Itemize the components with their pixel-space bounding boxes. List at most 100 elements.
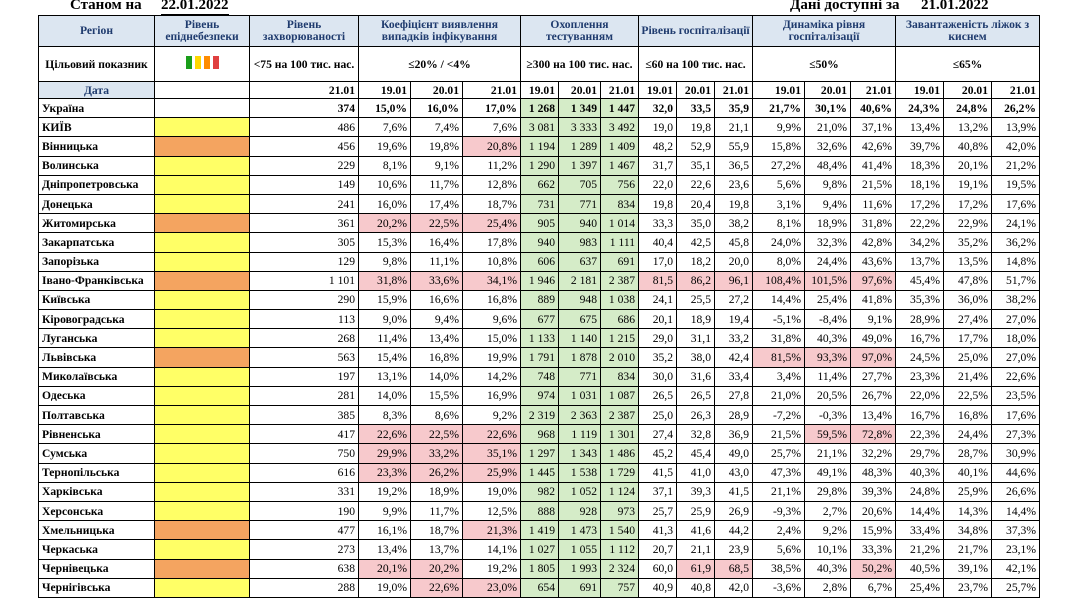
testing-value: 1 055 bbox=[558, 539, 601, 560]
testing-value: 606 bbox=[520, 251, 559, 272]
incidence-value: 288 bbox=[249, 577, 359, 598]
oxygen-beds-value: 18,1% bbox=[895, 174, 944, 195]
detection-value: 16,0% bbox=[410, 97, 463, 119]
hosp-dynamics-value: 11,6% bbox=[850, 193, 896, 215]
data-available-label: Дані доступні за bbox=[790, 0, 900, 13]
oxygen-beds-value: 36,2% bbox=[991, 232, 1040, 253]
oxygen-beds-value: 23,3% bbox=[895, 366, 944, 387]
date-dyn-3: 21.01 bbox=[850, 81, 896, 99]
header-region: Регіон bbox=[38, 15, 155, 47]
hosp-dynamics-value: 43,6% bbox=[850, 251, 896, 272]
oxygen-beds-value: 24,8% bbox=[943, 97, 992, 119]
table-row: Тернопільська 616 23,3% 26,2% 25,9% 1 445 1 53… bbox=[38, 462, 1040, 483]
region-name: Донецька bbox=[38, 193, 155, 215]
detection-value: 20,1% bbox=[358, 558, 411, 579]
hospitalization-value: 20,0 bbox=[714, 251, 753, 272]
testing-value: 771 bbox=[558, 193, 601, 215]
detection-value: 18,7% bbox=[462, 193, 521, 215]
oxygen-beds-value: 35,2% bbox=[943, 232, 992, 253]
oxygen-beds-value: 20,1% bbox=[943, 155, 992, 176]
detection-value: 35,1% bbox=[462, 443, 521, 464]
detection-value: 16,8% bbox=[410, 347, 463, 368]
hospitalization-value: 22,6 bbox=[676, 174, 715, 195]
detection-value: 15,9% bbox=[358, 289, 411, 311]
hospitalization-value: 35,0 bbox=[676, 213, 715, 234]
detection-value: 19,2% bbox=[462, 558, 521, 579]
detection-value: 19,9% bbox=[462, 347, 521, 368]
testing-value: 705 bbox=[558, 174, 601, 195]
detection-value: 25,4% bbox=[462, 213, 521, 234]
detection-value: 15,5% bbox=[410, 385, 463, 407]
incidence-value: 616 bbox=[249, 462, 359, 483]
table-row: Черкаська 273 13,4% 13,7% 14,1% 1 027 1 055 1 1… bbox=[38, 539, 1040, 560]
hosp-dynamics-value: 41,8% bbox=[850, 289, 896, 311]
danger-level-swatch bbox=[212, 56, 219, 69]
detection-value: 21,3% bbox=[462, 520, 521, 541]
region-name: Хмельницька bbox=[38, 520, 155, 541]
region-name: КИЇВ bbox=[38, 117, 155, 138]
table-row: Херсонська 190 9,9% 11,7% 12,5% 888 928 973 25,7… bbox=[38, 500, 1040, 522]
hospitalization-value: 19,8 bbox=[638, 193, 677, 215]
region-name: Україна bbox=[38, 97, 155, 119]
hospitalization-value: 41,3 bbox=[638, 520, 677, 541]
target-incidence: <75 на 100 тис. нас. bbox=[249, 46, 359, 82]
hospitalization-value: 41,5 bbox=[714, 481, 753, 502]
detection-value: 10,6% bbox=[358, 174, 411, 195]
detection-value: 14,1% bbox=[462, 539, 521, 560]
oxygen-beds-value: 23,5% bbox=[991, 385, 1040, 407]
detection-value: 16,6% bbox=[410, 289, 463, 311]
incidence-value: 273 bbox=[249, 539, 359, 560]
danger-level-cell bbox=[154, 174, 250, 195]
detection-value: 22,6% bbox=[462, 424, 521, 445]
danger-color-legend bbox=[154, 46, 250, 82]
date-hosp-1: 19.01 bbox=[638, 81, 677, 99]
hosp-dynamics-value: 50,2% bbox=[850, 558, 896, 579]
detection-value: 15,4% bbox=[358, 347, 411, 368]
oxygen-beds-value: 30,9% bbox=[991, 443, 1040, 464]
testing-value: 756 bbox=[600, 174, 639, 195]
region-name: Івано-Франківська bbox=[38, 270, 155, 291]
table-row: Сумська 750 29,9% 33,2% 35,1% 1 297 1 343 1 486… bbox=[38, 443, 1040, 464]
header-testing: Охоплення тестуванням bbox=[520, 15, 639, 47]
hosp-dynamics-value: 9,1% bbox=[850, 309, 896, 330]
oxygen-beds-value: 24,1% bbox=[991, 213, 1040, 234]
date-incidence: 21.01 bbox=[249, 81, 359, 99]
hosp-dynamics-value: 59,5% bbox=[804, 424, 851, 445]
hospitalization-value: 24,1 bbox=[638, 289, 677, 311]
oxygen-beds-value: 27,3% bbox=[991, 424, 1040, 445]
hosp-dynamics-value: 72,8% bbox=[850, 424, 896, 445]
hospitalization-value: 33,4 bbox=[714, 366, 753, 387]
danger-level-cell bbox=[154, 558, 250, 579]
detection-value: 12,8% bbox=[462, 174, 521, 195]
danger-level-cell bbox=[154, 232, 250, 253]
hosp-dynamics-value: 9,8% bbox=[804, 174, 851, 195]
hospitalization-value: 41,5 bbox=[638, 462, 677, 483]
testing-value: 1 133 bbox=[520, 328, 559, 349]
detection-value: 19,0% bbox=[462, 481, 521, 502]
region-name: Одеська bbox=[38, 385, 155, 407]
hosp-dynamics-value: 40,3% bbox=[804, 328, 851, 349]
hospitalization-value: 18,2 bbox=[676, 251, 715, 272]
hosp-dynamics-value: 3,4% bbox=[752, 366, 805, 387]
detection-value: 14,2% bbox=[462, 366, 521, 387]
table-row: Полтавська 385 8,3% 8,6% 9,2% 2 319 2 363 2 387… bbox=[38, 404, 1040, 426]
target-hosp-dynamics: ≤50% bbox=[752, 46, 896, 82]
hosp-dynamics-value: 32,3% bbox=[804, 232, 851, 253]
oxygen-beds-value: 14,3% bbox=[943, 500, 992, 522]
hospitalization-value: 45,8 bbox=[714, 232, 753, 253]
danger-level-cell bbox=[154, 251, 250, 272]
hosp-dynamics-value: 6,7% bbox=[850, 577, 896, 598]
testing-value: 1 397 bbox=[558, 155, 601, 176]
hospitalization-value: 48,2 bbox=[638, 136, 677, 157]
hospitalization-value: 40,9 bbox=[638, 577, 677, 598]
region-name: Сумська bbox=[38, 443, 155, 464]
date-testing-2: 20.01 bbox=[558, 81, 601, 99]
hosp-dynamics-value: 39,3% bbox=[850, 481, 896, 502]
as-of-date: 22.01.2022 bbox=[161, 0, 229, 15]
detection-value: 9,8% bbox=[358, 251, 411, 272]
danger-level-cell bbox=[154, 520, 250, 541]
hospitalization-value: 22,0 bbox=[638, 174, 677, 195]
hosp-dynamics-value: 8,1% bbox=[752, 213, 805, 234]
hosp-dynamics-value: -0,3% bbox=[804, 404, 851, 426]
oxygen-beds-value: 24,5% bbox=[895, 347, 944, 368]
